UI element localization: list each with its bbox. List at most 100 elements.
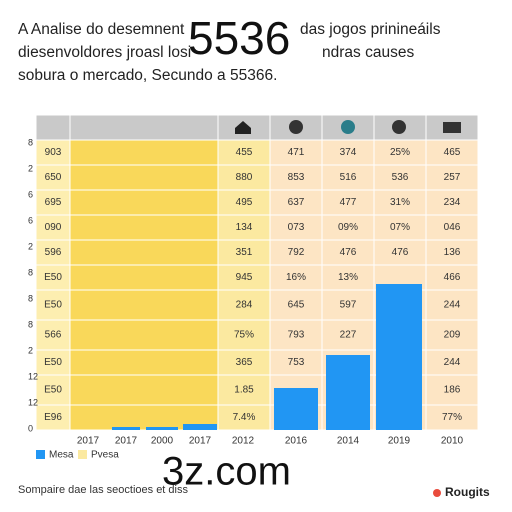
cell-text: 77% [442,412,462,423]
table-cell [69,239,219,266]
cell-text: 16% [286,272,306,283]
cell-text: 25% [390,147,410,158]
table-cell [217,404,271,431]
cell-text: 351 [236,247,253,258]
table-cell [321,139,375,166]
cell-text: 650 [45,172,62,183]
cell-text: 134 [236,222,253,233]
table-cell [321,164,375,191]
table-cell [35,349,71,376]
x-tick-label: 2010 [441,436,464,447]
watermark: 5536 [188,12,290,64]
x-tick-label: 2016 [285,436,308,447]
cell-text: 257 [444,172,461,183]
cell-text: 186 [444,385,461,396]
legend-label: Pvesa [91,450,119,461]
watermark: 3z.com [162,450,291,494]
bar [376,284,422,430]
cell-text: 09% [338,222,358,233]
icon [341,120,355,134]
cell-text: 476 [340,247,357,258]
header-cell [69,114,219,141]
cell-text: 13% [338,272,358,283]
cell-text: 477 [340,197,357,208]
cell-text: 645 [288,300,305,311]
cell-text: 495 [236,197,253,208]
table-cell [69,374,219,406]
table-cell [321,264,375,291]
table-cell [425,404,479,431]
title-line: A Analise do desemnent [18,21,185,38]
side-label: 2 [28,345,33,355]
table-cell [269,289,323,321]
table-cell [425,264,479,291]
x-tick-label: 2017 [115,436,138,447]
table-cell [69,164,219,191]
title-line: ndras causes [322,44,414,61]
table-cell [425,319,479,351]
cell-text: 455 [236,147,253,158]
side-label: 2 [28,163,33,173]
table-cell [69,289,219,321]
cell-text: E50 [44,357,62,368]
table-cell [217,189,271,216]
cell-text: 880 [236,172,253,183]
table-cell [269,319,323,351]
cell-text: 073 [288,222,305,233]
cell-text: 046 [444,222,461,233]
bar [274,388,318,430]
cell-text: 945 [236,272,253,283]
side-label: 6 [28,215,33,225]
x-tick-label: 2017 [189,436,212,447]
cell-text: 244 [444,357,461,368]
footer-note: Sompaire dae las seoctioes et diss [18,484,188,496]
table-cell [35,239,71,266]
table-cell [217,264,271,291]
icon [443,122,461,133]
table-cell [425,139,479,166]
table-cell [217,289,271,321]
table-cell [217,164,271,191]
side-label: 0 [28,423,33,433]
title-line: sobura o mercado, Secundo a 55366. [18,67,277,84]
table-cell [425,289,479,321]
table-cell [35,404,71,431]
cell-text: 75% [234,330,254,341]
bar [146,427,178,430]
x-tick-label: 2014 [337,436,360,447]
cell-text: E96 [44,412,62,423]
header-cell [35,114,71,141]
side-label: 8 [28,293,33,303]
side-label: 12 [28,397,38,407]
table-cell [69,189,219,216]
title-line: diesenvoldores jroasl losi [18,44,191,61]
cell-text: 1.85 [234,385,254,396]
table-cell [217,139,271,166]
brand-icon [433,489,441,497]
legend-swatch [78,450,87,459]
cell-text: 566 [45,330,62,341]
cell-text: 07% [390,222,410,233]
table-cell [35,189,71,216]
cell-text: 637 [288,197,305,208]
x-tick-label: 2012 [232,436,255,447]
cell-text: 536 [392,172,409,183]
table-cell [425,164,479,191]
cell-text: 792 [288,247,305,258]
bar [326,355,370,430]
cell-text: 227 [340,330,357,341]
side-label: 6 [28,189,33,199]
side-label: 8 [28,267,33,277]
cell-text: E50 [44,385,62,396]
bar [112,427,140,430]
table-cell [69,214,219,241]
brand: Rougits [445,485,490,499]
cell-text: 853 [288,172,305,183]
cell-text: 209 [444,330,461,341]
table-cell [425,239,479,266]
cell-text: 090 [45,222,62,233]
bars: 2017 2017 2000 2017 2012 2016 2014 2019 2010 [77,284,464,447]
cell-text: 31% [390,197,410,208]
cell-text: 136 [444,247,461,258]
